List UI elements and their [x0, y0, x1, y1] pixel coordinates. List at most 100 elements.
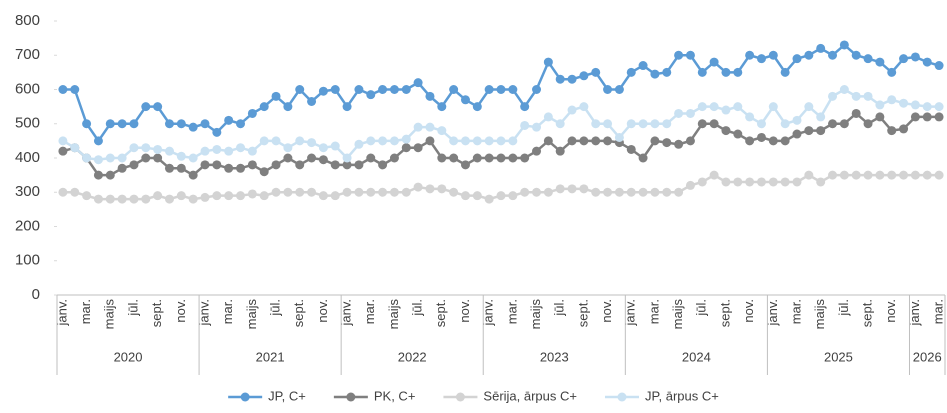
point: [164, 146, 174, 156]
point: [922, 170, 932, 180]
point: [709, 170, 719, 180]
point: [626, 119, 636, 129]
point: [591, 67, 601, 77]
point: [887, 67, 897, 77]
x-tick-label: nov.: [315, 299, 330, 323]
y-tick-label: 300: [15, 183, 40, 200]
point: [887, 126, 897, 136]
point: [105, 153, 115, 163]
point: [650, 69, 660, 79]
point: [484, 194, 494, 204]
point: [389, 136, 399, 146]
point: [259, 191, 269, 201]
point: [839, 85, 849, 94]
point: [176, 151, 186, 161]
point: [330, 160, 340, 170]
point: [532, 187, 542, 197]
point: [745, 136, 755, 146]
point: [697, 67, 707, 77]
x-tick-label: jūl.: [694, 299, 709, 317]
point: [863, 170, 873, 180]
point: [910, 170, 920, 180]
y-tick-label: 700: [15, 46, 40, 63]
point: [425, 136, 435, 146]
point: [626, 144, 636, 154]
point: [236, 191, 246, 201]
point: [875, 112, 885, 122]
x-tick-label: maijs: [528, 299, 543, 330]
point: [307, 138, 317, 148]
year-label: 2025: [824, 349, 853, 364]
point: [212, 127, 222, 137]
point: [638, 153, 648, 163]
point: [532, 85, 542, 94]
legend-label: JP, C+: [268, 388, 306, 403]
point: [295, 136, 305, 146]
point: [295, 160, 305, 170]
point: [721, 67, 731, 77]
point: [520, 153, 530, 163]
point: [141, 153, 151, 163]
point: [567, 105, 577, 115]
point: [271, 187, 281, 197]
point: [236, 163, 246, 173]
legend-item: JP, C+: [228, 388, 306, 403]
point: [745, 177, 755, 187]
legend-item: PK, C+: [333, 388, 416, 403]
point: [484, 153, 494, 163]
point: [82, 191, 92, 201]
point: [318, 191, 328, 201]
point: [685, 136, 695, 146]
point: [863, 54, 873, 64]
point: [614, 85, 624, 94]
point: [105, 170, 115, 180]
point: [768, 177, 778, 187]
point: [543, 57, 553, 67]
legend-label: JP, ārpus C+: [645, 388, 719, 403]
point: [603, 119, 613, 129]
year-label: 2023: [540, 349, 569, 364]
point: [283, 143, 293, 153]
point: [129, 160, 139, 170]
point: [307, 96, 317, 106]
point: [449, 85, 459, 94]
point: [58, 187, 68, 197]
x-tick-label: maijs: [244, 299, 259, 330]
point: [366, 187, 376, 197]
x-tick-label: jūl.: [836, 299, 851, 317]
point: [200, 192, 210, 202]
point: [389, 85, 399, 94]
point: [200, 119, 210, 129]
point: [200, 146, 210, 156]
point: [188, 170, 198, 180]
point: [188, 194, 198, 204]
point: [176, 119, 186, 129]
year-label: 2026: [913, 349, 942, 364]
point: [543, 112, 553, 122]
point: [863, 119, 873, 129]
x-tick-label: sept.: [717, 299, 732, 327]
point: [117, 153, 127, 163]
point: [543, 187, 553, 197]
x-tick-label: janv.: [765, 299, 780, 327]
point: [460, 160, 470, 170]
point: [816, 112, 826, 122]
point: [401, 85, 411, 94]
point: [164, 163, 174, 173]
point: [650, 119, 660, 129]
point: [780, 136, 790, 146]
point: [851, 170, 861, 180]
point: [496, 136, 506, 146]
point: [768, 136, 778, 146]
point: [508, 153, 518, 163]
point: [188, 153, 198, 163]
year-label: 2022: [398, 349, 427, 364]
point: [816, 43, 826, 53]
point: [378, 85, 388, 94]
point: [899, 98, 909, 108]
x-tick-label: sept.: [291, 299, 306, 327]
legend-label: PK, C+: [374, 388, 416, 403]
point: [354, 139, 364, 149]
point: [804, 102, 814, 112]
